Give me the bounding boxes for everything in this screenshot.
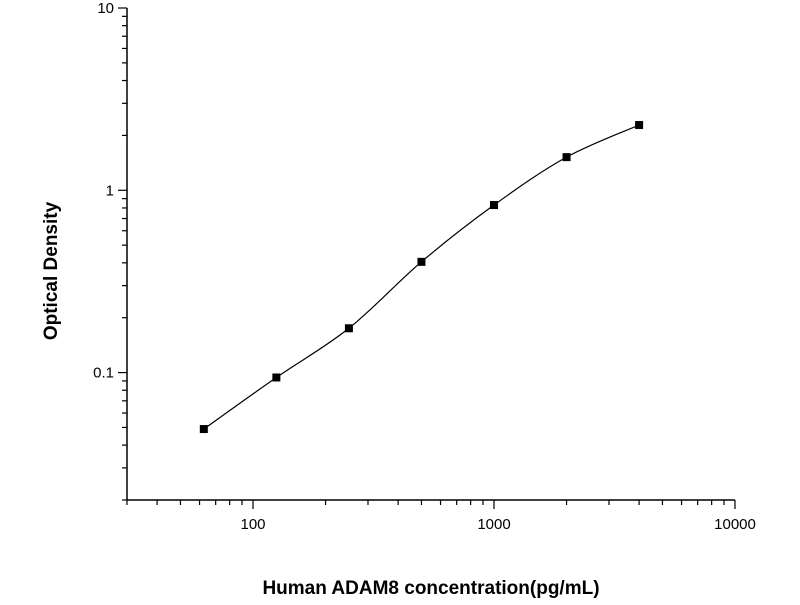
fit-curve-layer — [203, 124, 640, 430]
y-axis-title: Optical Density — [41, 201, 62, 340]
data-point — [417, 257, 426, 266]
x-axis-title: Human ADAM8 concentration(pg/mL) — [262, 578, 599, 599]
data-point — [272, 373, 281, 382]
data-point — [562, 153, 571, 162]
y-tick-label: 10 — [97, 0, 114, 17]
data-point — [344, 324, 353, 333]
ticks: 100 1000 10000 0.1 1 10 — [93, 0, 756, 533]
x-tick-label: 100 — [240, 516, 265, 533]
fit-curve — [203, 124, 640, 430]
x-tick-label: 1000 — [477, 516, 510, 533]
y-tick-label: 0.1 — [93, 365, 114, 382]
x-tick-label: 10000 — [714, 516, 756, 533]
data-point — [490, 201, 499, 210]
axes — [126, 8, 735, 501]
data-points — [199, 121, 644, 434]
y-tick-label: 1 — [106, 182, 114, 199]
data-point — [199, 425, 208, 434]
data-point — [635, 121, 644, 130]
